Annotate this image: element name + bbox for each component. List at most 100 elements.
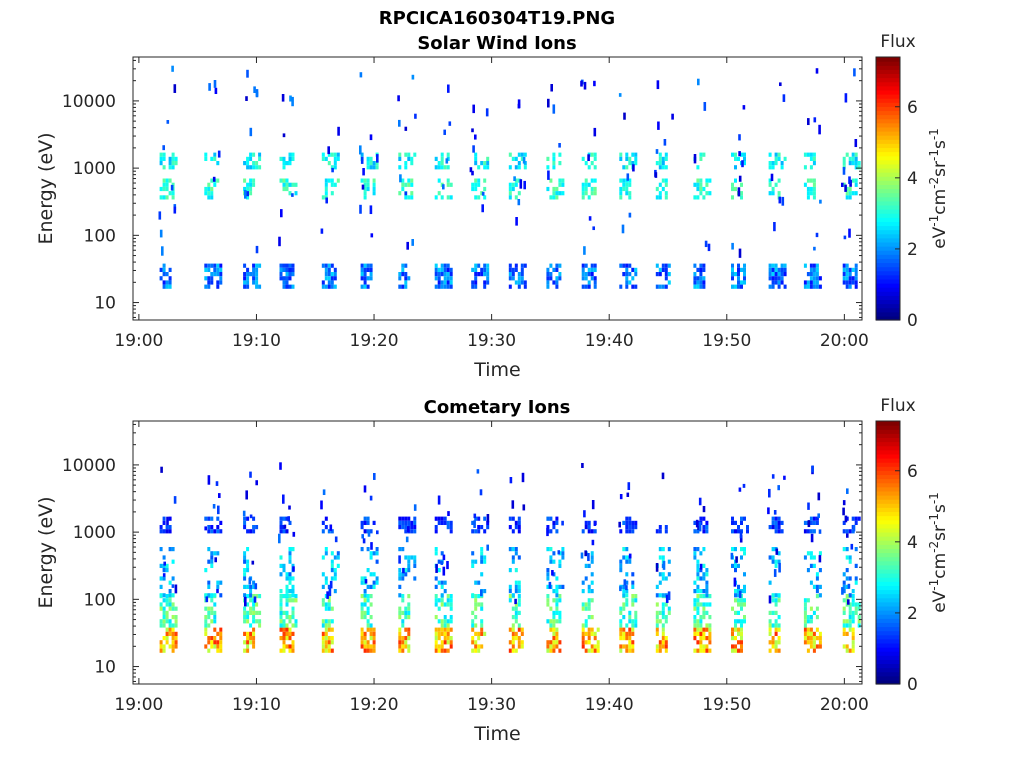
heatmap-cell xyxy=(401,267,405,272)
heatmap-cell xyxy=(593,284,597,289)
x-axis-title: Time xyxy=(473,723,521,745)
heatmap-cell xyxy=(768,648,772,653)
heatmap-cell xyxy=(693,272,697,277)
heatmap-cell xyxy=(628,156,632,161)
heatmap-cell xyxy=(440,631,444,636)
heatmap-cell xyxy=(324,272,328,277)
heatmap-cell xyxy=(210,559,214,564)
heatmap-cell xyxy=(440,152,444,157)
heatmap-cell xyxy=(474,602,478,607)
heatmap-cell xyxy=(404,191,408,196)
heatmap-cell xyxy=(520,280,524,285)
heatmap-cell xyxy=(279,178,283,183)
heatmap-cell xyxy=(474,134,477,140)
heatmap-cell xyxy=(213,627,217,632)
heatmap-cell xyxy=(803,182,807,187)
heatmap-cell xyxy=(404,555,408,560)
heatmap-cell xyxy=(702,506,706,513)
heatmap-cell xyxy=(398,555,401,564)
heatmap-cell xyxy=(324,195,328,200)
colorbar-tick-label: 0 xyxy=(907,311,918,331)
heatmap-cell xyxy=(171,152,175,157)
heatmap-cell xyxy=(375,551,379,556)
heatmap-cell xyxy=(446,165,450,170)
heatmap-cell xyxy=(336,156,340,161)
colorbar-title: Flux xyxy=(880,396,915,416)
colorbar-step xyxy=(876,679,900,685)
heatmap-cell xyxy=(626,173,630,181)
heatmap-cell xyxy=(514,606,518,611)
heatmap-cell xyxy=(550,84,553,92)
heatmap-cell xyxy=(806,568,810,573)
heatmap-cell xyxy=(702,615,706,620)
heatmap-cell xyxy=(845,555,849,560)
heatmap-cell xyxy=(771,267,775,272)
heatmap-cell xyxy=(655,195,659,200)
heatmap-cell xyxy=(625,631,629,636)
heatmap-cell xyxy=(252,267,256,272)
heatmap-cell xyxy=(210,276,214,281)
heatmap-cell xyxy=(619,178,623,183)
heatmap-cell xyxy=(372,520,376,525)
heatmap-cell xyxy=(480,631,484,636)
heatmap-cell xyxy=(437,284,441,289)
heatmap-cell xyxy=(743,272,746,277)
heatmap-cell xyxy=(523,165,527,170)
heatmap-cell xyxy=(851,178,855,183)
heatmap-cell xyxy=(619,559,623,564)
heatmap-cell xyxy=(207,547,211,552)
heatmap-cell xyxy=(705,636,709,641)
colorbar-step xyxy=(876,478,900,484)
colorbar-step xyxy=(876,139,900,144)
heatmap-cell xyxy=(806,631,810,636)
heatmap-cell xyxy=(327,602,331,607)
heatmap-cell xyxy=(324,263,328,268)
heatmap-cell xyxy=(449,182,453,187)
heatmap-cell xyxy=(165,182,169,187)
heatmap-cell xyxy=(658,284,662,289)
heatmap-cell xyxy=(372,165,376,170)
heatmap-cell xyxy=(252,598,256,603)
heatmap-cell xyxy=(731,627,734,632)
heatmap-cell xyxy=(770,173,774,182)
heatmap-cell xyxy=(483,555,487,560)
heatmap-cell xyxy=(288,551,292,556)
heatmap-cell xyxy=(278,236,281,247)
heatmap-cell xyxy=(584,550,587,557)
heatmap-cell xyxy=(587,280,591,285)
heatmap-cell xyxy=(479,489,483,496)
heatmap-cell xyxy=(593,280,597,285)
heatmap-cell xyxy=(558,594,562,599)
heatmap-cell xyxy=(596,640,600,645)
heatmap-cell xyxy=(625,272,629,277)
heatmap-cell xyxy=(366,520,370,525)
heatmap-cell xyxy=(324,636,328,641)
heatmap-cell xyxy=(523,280,527,285)
heatmap-cell xyxy=(851,152,855,157)
heatmap-cell xyxy=(780,263,784,268)
heatmap-cell xyxy=(705,644,709,649)
heatmap-cell xyxy=(204,631,208,636)
heatmap-cell xyxy=(279,623,283,628)
heatmap-cell xyxy=(483,272,487,277)
heatmap-cell xyxy=(401,594,405,599)
heatmap-cell xyxy=(815,644,819,649)
heatmap-cell xyxy=(168,547,172,552)
heatmap-cell xyxy=(854,602,858,607)
heatmap-cell xyxy=(552,623,556,628)
heatmap-cell xyxy=(774,610,778,615)
heatmap-cell xyxy=(517,99,521,108)
heatmap-cell xyxy=(246,182,250,187)
heatmap-cell xyxy=(815,520,819,525)
heatmap-cell xyxy=(173,206,177,214)
heatmap-cell xyxy=(622,636,626,641)
heatmap-cell xyxy=(774,272,778,277)
heatmap-cell xyxy=(434,272,438,277)
heatmap-cell xyxy=(731,648,734,653)
heatmap-cell xyxy=(622,602,626,607)
heatmap-cell xyxy=(171,627,175,632)
heatmap-cell xyxy=(842,644,846,649)
heatmap-cell xyxy=(162,516,166,521)
heatmap-cell xyxy=(249,165,253,170)
heatmap-cell xyxy=(321,263,325,268)
